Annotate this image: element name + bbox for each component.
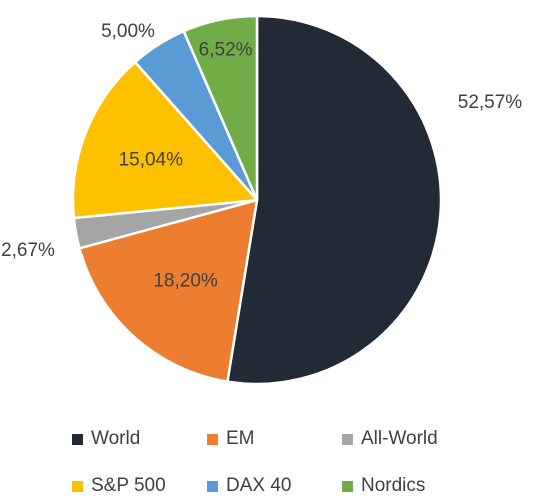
legend-swatch-sp500 xyxy=(72,480,83,492)
legend-item-world: World xyxy=(72,424,140,454)
data-label-sp500: 15,04% xyxy=(119,149,184,170)
legend-item-sp500: S&P 500 xyxy=(72,471,166,501)
data-label-world: 52,57% xyxy=(458,92,523,113)
legend-swatch-world xyxy=(72,433,83,445)
legend-swatch-dax40 xyxy=(207,480,218,492)
legend-swatch-all-world xyxy=(342,433,353,445)
pie-slice-world xyxy=(226,14,443,386)
data-label-em: 18,20% xyxy=(153,270,218,291)
legend-swatch-em xyxy=(207,433,218,445)
pie-slice-sp500 xyxy=(71,60,259,220)
legend-item-em: EM xyxy=(207,424,255,454)
legend-swatch-nordics xyxy=(342,480,353,492)
legend-item-nordics: Nordics xyxy=(342,471,425,501)
legend: World EM All-World S&P 500 DAX 40 Nordic… xyxy=(0,420,535,501)
pie-slices xyxy=(71,14,443,386)
pie-chart: 52,57% 18,20% 2,67% 15,04% 5,00% 6,52% xyxy=(1,14,522,386)
legend-item-dax40: DAX 40 xyxy=(207,471,291,501)
legend-label-dax40: DAX 40 xyxy=(226,475,292,496)
pie-slice-em xyxy=(78,198,259,383)
legend-label-nordics: Nordics xyxy=(361,475,426,496)
legend-label-em: EM xyxy=(226,428,255,449)
legend-label-sp500: S&P 500 xyxy=(91,475,166,496)
legend-label-world: World xyxy=(91,428,141,449)
pie-labels: 52,57% 18,20% 2,67% 15,04% 5,00% 6,52% xyxy=(1,21,522,291)
data-label-all-world: 2,67% xyxy=(1,240,55,261)
legend-item-all-world: All-World xyxy=(342,424,438,454)
data-label-nordics: 6,52% xyxy=(199,40,253,61)
data-label-dax40: 5,00% xyxy=(101,21,155,42)
legend-label-all-world: All-World xyxy=(361,428,438,449)
pie-slice-nordics xyxy=(182,14,259,202)
